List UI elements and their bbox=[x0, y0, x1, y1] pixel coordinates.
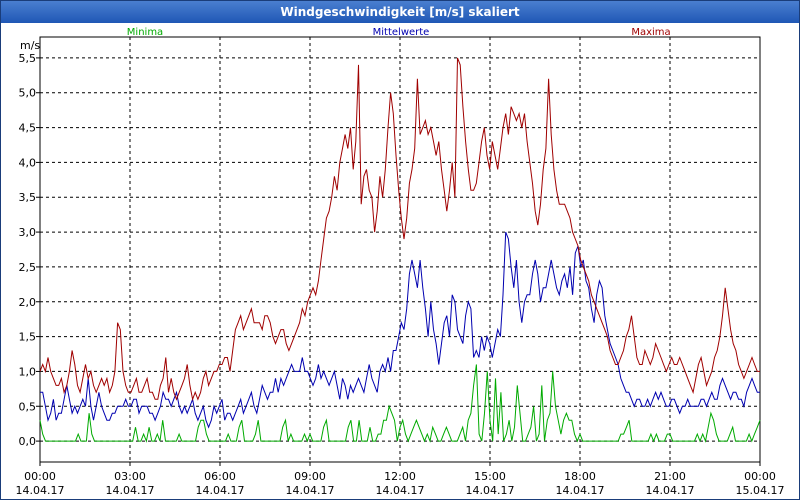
x-tick-time-label: 21:00 bbox=[654, 470, 686, 483]
legend-maxima: Maxima bbox=[631, 27, 670, 38]
x-tick-date-label: 14.04.17 bbox=[196, 484, 245, 497]
x-tick-time-label: 06:00 bbox=[204, 470, 236, 483]
y-tick-label: 0,0 bbox=[19, 435, 37, 448]
x-tick-time-label: 15:00 bbox=[474, 470, 506, 483]
x-tick-time-label: 12:00 bbox=[384, 470, 416, 483]
x-tick-time-label: 18:00 bbox=[564, 470, 596, 483]
x-tick-date-label: 14.04.17 bbox=[556, 484, 605, 497]
y-tick-label: 1,0 bbox=[19, 365, 37, 378]
x-tick-time-label: 03:00 bbox=[114, 470, 146, 483]
y-tick-label: 2,5 bbox=[19, 261, 37, 274]
x-tick-date-label: 15.04.17 bbox=[736, 484, 785, 497]
y-tick-label: 3,0 bbox=[19, 226, 37, 239]
x-tick-time-label: 00:00 bbox=[744, 470, 776, 483]
x-tick-time-label: 00:00 bbox=[24, 470, 56, 483]
x-tick-date-label: 14.04.17 bbox=[106, 484, 155, 497]
y-tick-label: 3,5 bbox=[19, 191, 37, 204]
x-tick-date-label: 14.04.17 bbox=[466, 484, 515, 497]
x-tick-time-label: 09:00 bbox=[294, 470, 326, 483]
y-axis-ticks: 0,0 0,5 1,0 1,5 2,0 2,5 3,0 3,5 4,0 4,5 5,0 5,5 bbox=[19, 52, 40, 448]
y-tick-label: 5,5 bbox=[19, 52, 37, 65]
y-tick-label: 5,0 bbox=[19, 87, 37, 100]
x-tick-date-label: 14.04.17 bbox=[376, 484, 425, 497]
minima-line bbox=[39, 364, 761, 443]
legend-mittelwerte: Mittelwerte bbox=[373, 27, 430, 38]
y-tick-label: 2,0 bbox=[19, 296, 37, 309]
x-tick-date-label: 14.04.17 bbox=[646, 484, 695, 497]
y-tick-label: 4,5 bbox=[19, 122, 37, 135]
mittelwerte-line bbox=[40, 231, 760, 429]
legend-minima: Minima bbox=[127, 27, 163, 38]
x-tick-date-label: 14.04.17 bbox=[16, 484, 65, 497]
y-tick-label: 4,0 bbox=[19, 156, 37, 169]
y-axis-unit: m/s bbox=[20, 39, 40, 52]
maxima-line bbox=[39, 57, 760, 402]
x-tick-date-label: 14.04.17 bbox=[286, 484, 335, 497]
y-tick-label: 1,5 bbox=[19, 331, 37, 344]
y-tick-label: 0,5 bbox=[19, 400, 37, 413]
series-layer bbox=[39, 57, 761, 443]
x-axis-ticks: 00:0014.04.1703:0014.04.1706:0014.04.170… bbox=[16, 462, 785, 497]
window-title: Windgeschwindigkeit [m/s] skaliert bbox=[1, 1, 799, 23]
